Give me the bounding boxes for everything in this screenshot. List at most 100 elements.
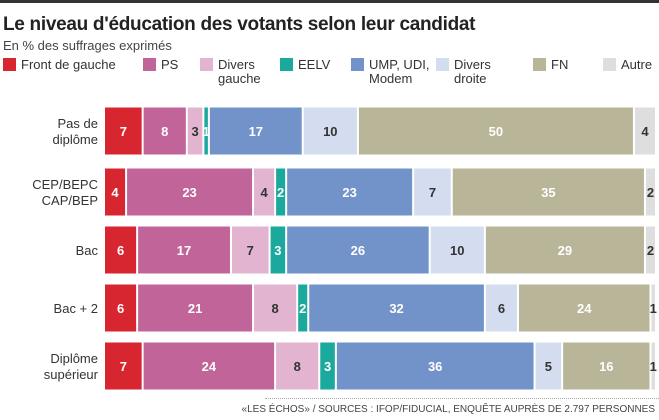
bar-segment	[298, 284, 308, 332]
data-label: 2	[299, 301, 306, 316]
data-label: 5	[545, 359, 552, 374]
bar-segment	[187, 107, 203, 155]
data-label: 21	[188, 301, 202, 316]
legend-label: PS	[161, 57, 179, 72]
bar-segment	[127, 168, 253, 216]
legend-swatch	[280, 58, 293, 71]
bar-segment	[254, 168, 275, 216]
data-label: 4	[260, 185, 268, 200]
category-label: Bac	[76, 243, 99, 258]
data-label: 7	[247, 243, 254, 258]
legend-label: Divers gauche	[218, 57, 261, 86]
bar-segment	[270, 226, 286, 274]
legend-label: FN	[551, 57, 569, 72]
data-label: 2	[647, 185, 654, 200]
data-label: 1	[203, 124, 210, 139]
legend-item: Autre	[603, 58, 652, 72]
data-label: 1	[650, 301, 657, 316]
legend-swatch	[3, 58, 16, 71]
category-label: Pas de	[58, 116, 98, 131]
data-label: 8	[272, 301, 279, 316]
data-label: 8	[294, 359, 301, 374]
category-label: supérieur	[44, 367, 99, 382]
data-label: 2	[277, 185, 284, 200]
bar-segment	[414, 168, 451, 216]
bar-segment	[645, 168, 655, 216]
data-label: 4	[111, 185, 119, 200]
bar-segment	[105, 284, 137, 332]
data-label: 17	[249, 124, 263, 139]
bar-segment	[143, 107, 186, 155]
legend-item: EELV	[280, 58, 330, 72]
bar-segment	[452, 168, 644, 216]
bar-segment	[430, 226, 484, 274]
bar-segment	[303, 107, 357, 155]
data-label: 2	[647, 243, 654, 258]
bar-segment	[535, 342, 562, 390]
bar-segment	[209, 107, 302, 155]
legend-swatch	[603, 58, 616, 71]
legend: Front de gauche PS Divers gauche EELV UMP, U…	[3, 58, 659, 90]
data-label: 6	[117, 243, 124, 258]
data-label: 7	[120, 124, 127, 139]
category-label: diplôme	[52, 132, 98, 147]
data-label: 1	[650, 359, 657, 374]
top-rule	[0, 0, 659, 3]
data-label: 4	[641, 124, 649, 139]
legend-item: Front de gauche	[3, 58, 116, 72]
bar-segment	[651, 284, 655, 332]
bar-segment	[138, 226, 230, 274]
legend-swatch	[143, 58, 156, 71]
data-label: 23	[182, 185, 196, 200]
bar-segment	[358, 107, 633, 155]
bar-segment	[485, 284, 517, 332]
bar-segment	[634, 107, 655, 155]
legend-item: UMP, UDI, Modem	[351, 58, 429, 86]
bar-segment	[320, 342, 335, 390]
data-label: 6	[498, 301, 505, 316]
legend-label: Autre	[621, 57, 653, 72]
bar-segment	[276, 168, 286, 216]
bar-segment	[336, 342, 534, 390]
bar-segment	[645, 226, 655, 274]
legend-swatch	[200, 58, 213, 71]
bar-segment	[105, 226, 137, 274]
category-label: CAP/BEP	[42, 193, 98, 208]
data-label: 3	[191, 124, 198, 139]
legend-item: Divers droite	[436, 58, 491, 86]
data-label: 16	[599, 359, 613, 374]
data-label: 29	[558, 243, 572, 258]
data-label: 3	[324, 359, 331, 374]
legend-swatch	[436, 58, 449, 71]
data-label: 3	[274, 243, 281, 258]
category-label: Diplôme	[50, 351, 98, 366]
chart-title: Le niveau d'éducation des votants selon …	[3, 14, 476, 35]
data-label: 7	[120, 359, 127, 374]
data-label: 36	[428, 359, 442, 374]
bar-segment	[254, 284, 297, 332]
legend-swatch	[533, 58, 546, 71]
bar-segment	[651, 342, 655, 390]
chart-subtitle: En % des suffrages exprimés	[3, 38, 172, 53]
data-label: 23	[342, 185, 356, 200]
data-label: 17	[177, 243, 191, 258]
legend-item: PS	[143, 58, 178, 72]
legend-item: Divers gauche	[200, 58, 261, 86]
data-label: 6	[117, 301, 124, 316]
category-label: CEP/BEPC	[32, 177, 98, 192]
bar-segment	[204, 107, 208, 155]
data-label: 35	[541, 185, 555, 200]
bar-segment	[485, 226, 644, 274]
bar-segment	[309, 284, 484, 332]
bar-segment	[519, 284, 650, 332]
legend-label: Divers droite	[454, 57, 491, 86]
data-label: 10	[323, 124, 337, 139]
data-label: 10	[450, 243, 464, 258]
data-label: 26	[351, 243, 365, 258]
bar-segment	[138, 284, 253, 332]
data-label: 24	[202, 359, 217, 374]
legend-item: FN	[533, 58, 568, 72]
bar-segment	[231, 226, 269, 274]
bar-segment	[105, 342, 142, 390]
